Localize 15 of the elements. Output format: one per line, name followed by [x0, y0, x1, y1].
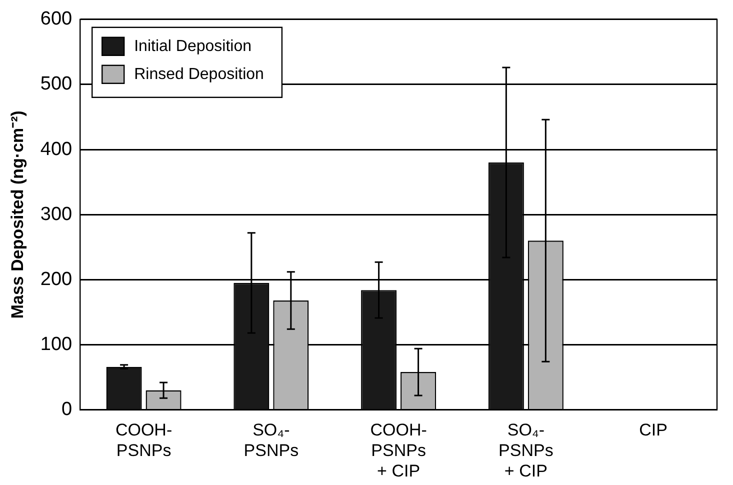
- y-tick-label: 100: [40, 334, 72, 355]
- y-tick-label: 400: [40, 138, 72, 160]
- legend-label: Rinsed Deposition: [134, 66, 264, 83]
- y-tick-label: 200: [40, 268, 72, 290]
- legend-label: Initial Deposition: [134, 38, 252, 55]
- y-axis-title: Mass Deposited (ng·cm⁻²): [8, 110, 27, 319]
- x-tick-label: CIP: [639, 420, 668, 440]
- y-tick-label: 300: [40, 204, 72, 225]
- y-tick-label: 500: [40, 74, 72, 95]
- x-tick-label: COOH- PSNPs: [115, 420, 172, 460]
- x-tick-label: SO₄- PSNPs + CIP: [498, 420, 554, 480]
- y-tick-label: 0: [62, 399, 72, 420]
- x-tick-label: SO₄- PSNPs: [244, 420, 299, 460]
- x-tick-label: COOH- PSNPs + CIP: [370, 420, 427, 480]
- y-tick-label: 600: [40, 8, 72, 30]
